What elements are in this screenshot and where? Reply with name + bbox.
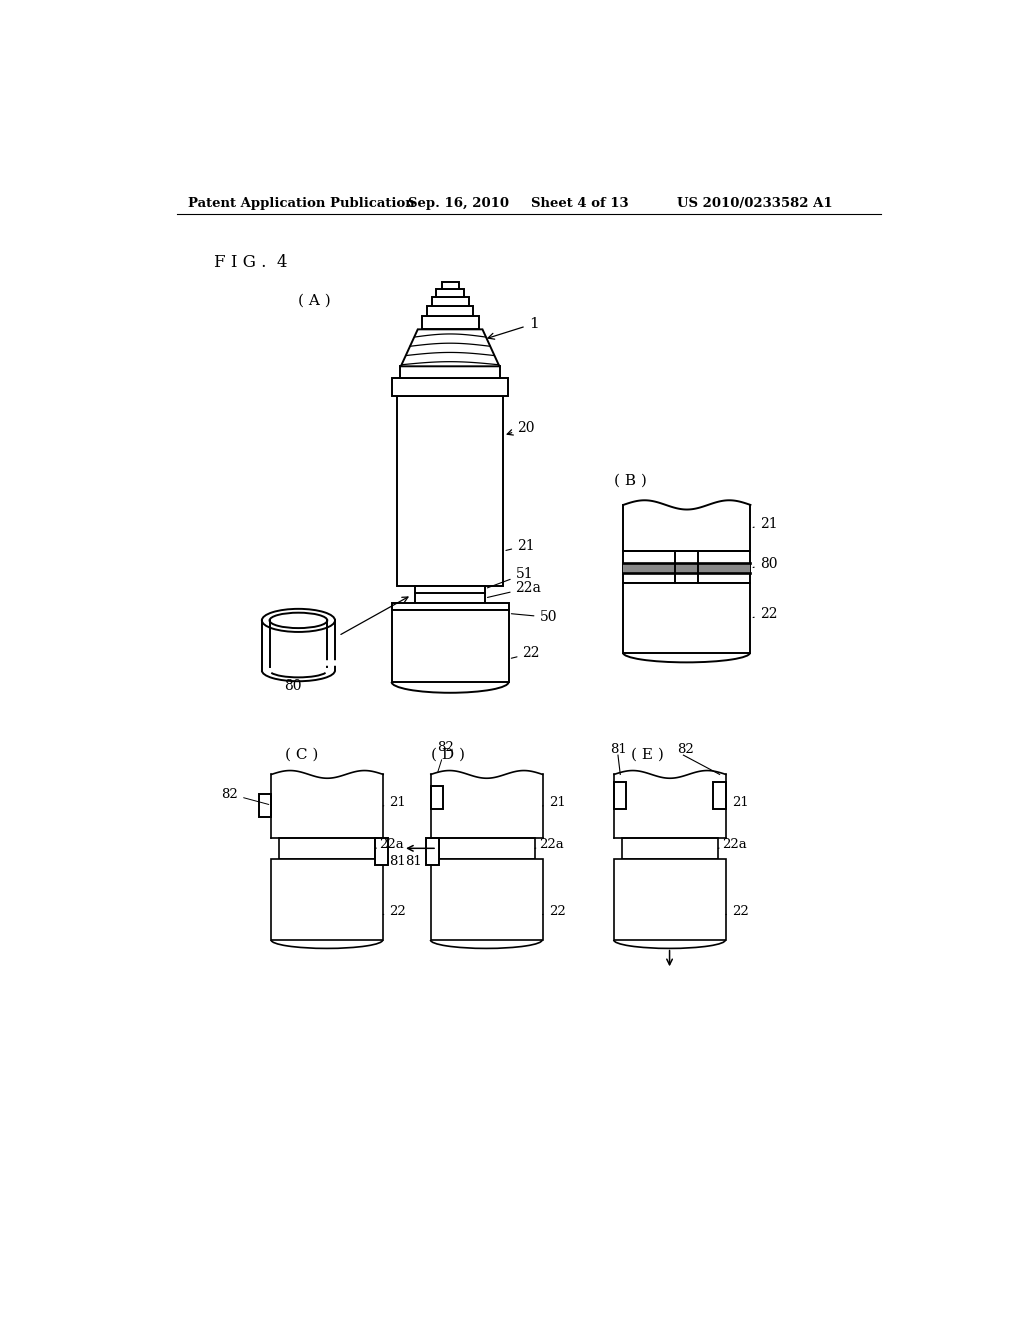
Text: 50: 50 xyxy=(511,610,557,624)
Text: 22: 22 xyxy=(753,607,777,622)
Bar xyxy=(624,583,751,653)
Bar xyxy=(400,367,500,378)
Bar xyxy=(614,859,726,940)
Polygon shape xyxy=(400,330,500,367)
Text: 21: 21 xyxy=(543,796,565,809)
Text: 22a: 22a xyxy=(535,838,563,851)
Bar xyxy=(391,603,509,610)
Bar xyxy=(438,838,535,859)
Bar xyxy=(614,781,627,809)
Bar xyxy=(622,838,718,859)
Text: 22: 22 xyxy=(543,904,565,917)
Text: ( B ): ( B ) xyxy=(614,474,647,487)
Ellipse shape xyxy=(262,609,335,632)
Text: 21: 21 xyxy=(753,517,777,531)
Text: 22: 22 xyxy=(726,904,749,917)
Text: 82: 82 xyxy=(677,743,694,756)
Text: 21: 21 xyxy=(383,796,407,809)
Text: Sep. 16, 2010: Sep. 16, 2010 xyxy=(408,197,509,210)
Text: 22: 22 xyxy=(511,647,540,660)
Bar xyxy=(271,859,383,940)
Text: F I G .  4: F I G . 4 xyxy=(214,253,287,271)
Bar xyxy=(714,781,726,809)
Bar xyxy=(280,838,376,859)
Bar xyxy=(391,610,509,682)
Text: Sheet 4 of 13: Sheet 4 of 13 xyxy=(531,197,629,210)
Text: 1: 1 xyxy=(488,317,539,339)
Bar xyxy=(416,586,484,603)
Bar xyxy=(441,281,459,289)
Text: 80: 80 xyxy=(285,678,302,693)
Bar xyxy=(432,297,469,306)
Bar xyxy=(431,785,443,809)
Text: ( E ): ( E ) xyxy=(631,748,664,762)
Bar xyxy=(436,289,464,297)
Text: 81: 81 xyxy=(610,743,627,756)
Text: 81: 81 xyxy=(404,855,422,869)
Text: 80: 80 xyxy=(753,557,777,572)
Text: ( C ): ( C ) xyxy=(285,748,317,762)
Bar xyxy=(392,378,508,396)
Bar xyxy=(624,552,751,583)
Ellipse shape xyxy=(269,612,328,628)
Bar xyxy=(431,859,543,940)
Bar xyxy=(422,317,479,330)
FancyBboxPatch shape xyxy=(397,396,503,586)
Bar xyxy=(426,838,438,866)
Bar xyxy=(427,306,473,317)
Text: 22a: 22a xyxy=(487,581,542,598)
Text: 20: 20 xyxy=(507,421,535,436)
Text: 82: 82 xyxy=(221,788,268,804)
Text: 51: 51 xyxy=(487,568,534,587)
Text: 21: 21 xyxy=(726,796,749,809)
Text: 22: 22 xyxy=(383,904,407,917)
Bar xyxy=(376,838,388,866)
Text: 82: 82 xyxy=(437,742,454,772)
Text: Patent Application Publication: Patent Application Publication xyxy=(188,197,415,210)
Text: 22a: 22a xyxy=(718,838,746,851)
Text: 22a: 22a xyxy=(376,838,404,851)
Text: ( A ): ( A ) xyxy=(298,294,331,308)
Text: US 2010/0233582 A1: US 2010/0233582 A1 xyxy=(677,197,833,210)
Text: 81: 81 xyxy=(389,855,407,869)
Bar xyxy=(259,793,271,817)
Text: ( D ): ( D ) xyxy=(431,748,465,762)
Bar xyxy=(624,564,751,573)
Text: 21: 21 xyxy=(506,539,535,553)
